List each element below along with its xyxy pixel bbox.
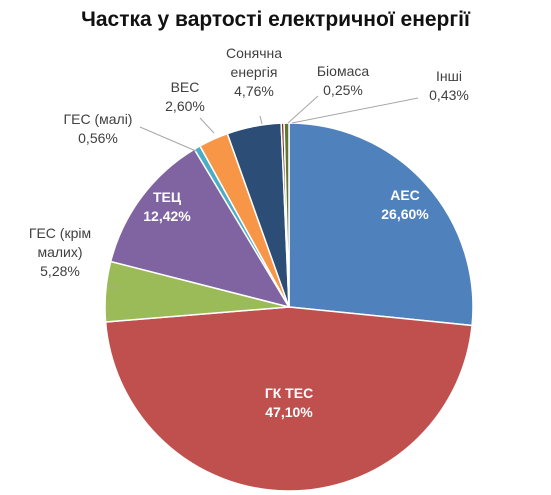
data-label-name-8: Біомаса <box>317 63 369 79</box>
leader-line-6 <box>199 117 215 134</box>
data-label-name-9: Інші <box>436 68 462 84</box>
data-label-name-1: АЕС <box>390 187 420 203</box>
data-label-name-5: ГЕС (малі) <box>64 111 133 127</box>
data-label-value-9: 0,43% <box>429 87 469 103</box>
pie-labels: АЕС 26,60% ГК ТЕС 47,10% ГЕС (крім малих) 5,28… <box>29 45 469 420</box>
pie-slices <box>104 122 474 492</box>
data-label-value-1: 26,60% <box>381 206 429 222</box>
pie-slice-4 <box>109 148 291 309</box>
data-label-name-3: ГЕС (крім <box>29 225 91 241</box>
data-label-name-4: ТЕЦ <box>153 189 182 205</box>
leader-line-3 <box>106 286 119 289</box>
leader-line-9 <box>291 97 419 124</box>
data-label-value-7: 4,76% <box>234 83 274 99</box>
leader-line-8 <box>287 95 319 124</box>
data-label-value-8: 0,25% <box>323 82 363 98</box>
data-label-value-3: 5,28% <box>40 263 80 279</box>
data-label-value-2: 47,10% <box>265 404 313 420</box>
data-label-name-3: малих) <box>37 244 82 260</box>
data-label-name-6: ВЕС <box>171 79 200 95</box>
leader-line-5 <box>139 126 197 152</box>
data-label-name-7: енергія <box>231 64 278 80</box>
data-label-name-2: ГК ТЕС <box>265 385 313 401</box>
pie-slice-1 <box>288 122 474 327</box>
leader-line-7 <box>259 115 263 125</box>
data-label-value-5: 0,56% <box>78 130 118 146</box>
pie-slice-9 <box>283 122 290 308</box>
data-label-value-6: 2,60% <box>165 98 205 114</box>
pie-slice-2 <box>104 306 473 492</box>
data-label-name-7: Сонячна <box>226 45 282 61</box>
chart-title: Частка у вартості електричної енергії <box>81 8 470 31</box>
data-label-value-4: 12,42% <box>143 208 191 224</box>
